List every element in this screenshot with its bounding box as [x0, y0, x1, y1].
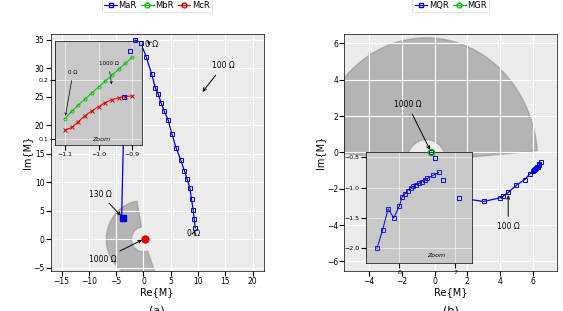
Legend: MQR, MGR: MQR, MGR: [413, 0, 489, 12]
Y-axis label: Im{M}: Im{M}: [22, 136, 32, 169]
Y-axis label: Im{M}: Im{M}: [316, 136, 325, 169]
Text: 100 Ω: 100 Ω: [203, 61, 234, 91]
Polygon shape: [106, 201, 156, 278]
X-axis label: Re{M}: Re{M}: [140, 287, 174, 297]
X-axis label: Re{M}: Re{M}: [434, 287, 468, 297]
Text: 1000 Ω: 1000 Ω: [394, 100, 430, 149]
Text: 0 Ω: 0 Ω: [187, 230, 200, 239]
Text: 130 Ω: 130 Ω: [89, 189, 120, 215]
Text: (b): (b): [443, 305, 459, 311]
Text: 0 Ω: 0 Ω: [145, 40, 158, 49]
Text: 100 Ω: 100 Ω: [497, 196, 520, 231]
Text: 1000 Ω: 1000 Ω: [89, 240, 141, 264]
Text: 0 Ω: 0 Ω: [437, 161, 464, 196]
Text: (a): (a): [149, 305, 165, 311]
Polygon shape: [315, 38, 537, 160]
Legend: MaR, MbR, McR: MaR, MbR, McR: [102, 0, 212, 12]
